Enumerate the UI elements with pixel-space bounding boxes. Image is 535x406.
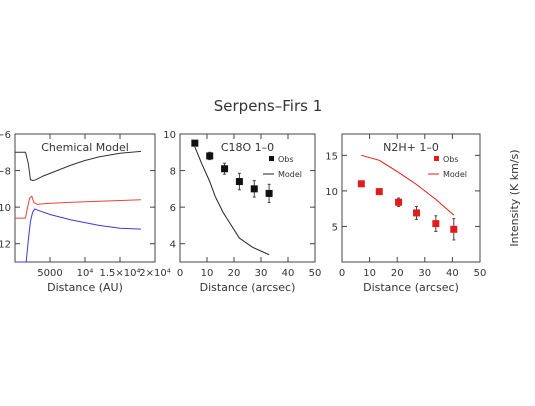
model-line xyxy=(194,146,270,256)
obs-point xyxy=(265,189,273,197)
x-axis-label: Distance (arcsec) xyxy=(363,281,459,294)
panel-title: C18O 1–0 xyxy=(221,141,274,154)
legend-label: Obs xyxy=(443,155,459,164)
legend-label: Obs xyxy=(278,155,294,164)
y-tick-label: 10 xyxy=(325,187,338,198)
x-tick-label: 0 xyxy=(177,268,183,279)
x-tick-label: 1.5×10⁴ xyxy=(99,268,140,279)
y-tick-label: −10 xyxy=(0,203,11,214)
legend-label: Model xyxy=(443,170,467,179)
plot-frame xyxy=(341,133,481,263)
model-line-2 xyxy=(15,208,142,263)
legend-marker xyxy=(434,156,439,161)
figure-title: Serpens–Firs 1 xyxy=(214,97,323,115)
n2h-panel: 0 10 20 30 40 50 5 10 15 N2H+ 1–0 Distance (arcsec… xyxy=(325,133,521,294)
y-tick-label: 6 xyxy=(170,203,176,214)
obs-point xyxy=(191,139,199,147)
c18o-panel: 0 10 20 30 40 50 4 6 8 10 C18O 1–0 Distance (arcsec… xyxy=(163,130,321,294)
obs-point xyxy=(221,165,229,173)
x-tick-label: 30 xyxy=(255,268,268,279)
x-tick-label: 2×10⁴ xyxy=(139,268,170,279)
obs-point xyxy=(235,178,243,186)
legend-label: Model xyxy=(278,170,302,179)
panel-title: N2H+ 1–0 xyxy=(383,141,439,154)
model-line-0 xyxy=(15,150,142,182)
model-line-1 xyxy=(15,195,142,219)
x-tick-label: 5000 xyxy=(37,268,62,279)
y-tick-label: 5 xyxy=(332,222,338,233)
legend-marker xyxy=(269,156,274,161)
y-tick-label: −12 xyxy=(0,240,11,251)
x-tick-label: 50 xyxy=(309,268,322,279)
x-tick-label: 50 xyxy=(474,268,487,279)
panel-title: Chemical Model xyxy=(41,141,129,154)
x-tick-label: 20 xyxy=(391,268,404,279)
x-tick-label: 10⁴ xyxy=(77,268,94,279)
x-tick-label: 30 xyxy=(418,268,431,279)
obs-point xyxy=(206,152,214,160)
y-tick-label: 15 xyxy=(325,151,338,162)
obs-point xyxy=(450,225,458,233)
x-tick-label: 10 xyxy=(201,268,214,279)
x-axis-label: Distance (arcsec) xyxy=(200,281,296,294)
model-line xyxy=(361,154,455,216)
obs-point xyxy=(395,198,403,206)
x-tick-label: 20 xyxy=(228,268,241,279)
plot-frame xyxy=(179,133,316,263)
y-tick-label: −6 xyxy=(0,130,11,141)
obs-point xyxy=(432,220,440,228)
x-axis-label: Distance (AU) xyxy=(47,281,123,294)
y-tick-label: 8 xyxy=(170,167,176,178)
obs-point xyxy=(375,188,383,196)
x-tick-label: 10 xyxy=(363,268,376,279)
x-tick-label: 0 xyxy=(339,268,345,279)
y-tick-label: −8 xyxy=(0,167,11,178)
y-tick-label: 4 xyxy=(170,240,176,251)
obs-point xyxy=(357,180,365,188)
y-axis-label: Intensity (K km/s) xyxy=(508,149,521,246)
x-tick-label: 40 xyxy=(282,268,295,279)
obs-point xyxy=(250,185,258,193)
obs-point xyxy=(413,209,421,217)
y-tick-label: 10 xyxy=(163,130,176,141)
x-tick-label: 40 xyxy=(446,268,459,279)
